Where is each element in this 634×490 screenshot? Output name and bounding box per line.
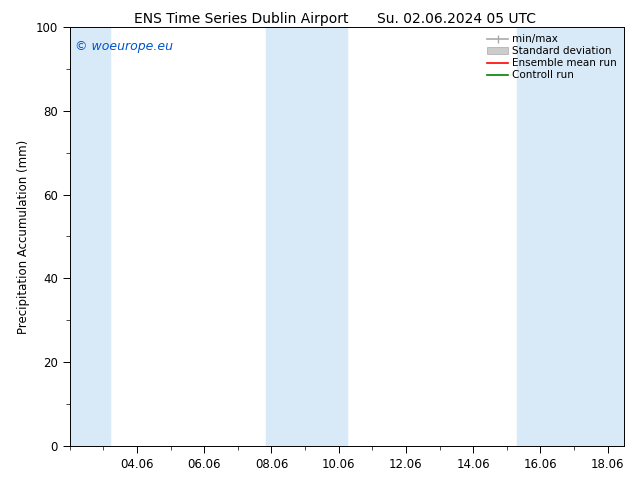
Bar [266, 27, 347, 446]
Y-axis label: Precipitation Accumulation (mm): Precipitation Accumulation (mm) [17, 139, 30, 334]
Bar [517, 27, 624, 446]
Bar [70, 27, 110, 446]
Text: © woeurope.eu: © woeurope.eu [75, 40, 173, 52]
Text: ENS Time Series Dublin Airport: ENS Time Series Dublin Airport [134, 12, 348, 26]
Legend: min/max, Standard deviation, Ensemble mean run, Controll run: min/max, Standard deviation, Ensemble me… [486, 32, 619, 83]
Text: Su. 02.06.2024 05 UTC: Su. 02.06.2024 05 UTC [377, 12, 536, 26]
